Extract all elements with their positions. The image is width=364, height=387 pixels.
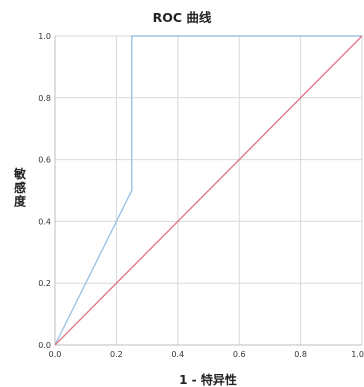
series-layer	[54, 35, 363, 346]
grid-layer	[54, 35, 363, 346]
tick-layer: 0.0 0.2 0.4 0.6 0.8 1.0 0.0 0.2 0.4 0.6 0.8 1.0	[38, 32, 364, 359]
y-tick-label: 0.0	[38, 341, 51, 350]
y-axis-label-char: 度	[14, 194, 27, 209]
x-tick-label: 0.0	[49, 350, 62, 359]
y-axis-label-char: 敏	[13, 166, 27, 181]
y-axis-label-char: 感	[14, 180, 26, 195]
x-tick-label: 0.6	[233, 350, 246, 359]
y-tick-label: 0.2	[38, 279, 51, 288]
roc-curve-line	[54, 35, 362, 346]
y-axis-label: 敏感度	[13, 166, 27, 209]
x-tick-label: 0.2	[110, 350, 123, 359]
x-tick-label: 0.8	[294, 350, 307, 359]
x-axis-label: 1 - 特异性	[179, 372, 237, 387]
x-tick-label: 1.0	[351, 350, 364, 359]
x-tick-label: 0.4	[171, 350, 184, 359]
reference-diagonal-line	[54, 35, 363, 346]
y-tick-label: 1.0	[38, 32, 51, 41]
y-tick-label: 0.4	[38, 217, 51, 226]
chart-title: ROC 曲线	[153, 10, 212, 25]
y-tick-label: 0.6	[38, 156, 51, 165]
y-tick-label: 0.8	[38, 94, 51, 103]
